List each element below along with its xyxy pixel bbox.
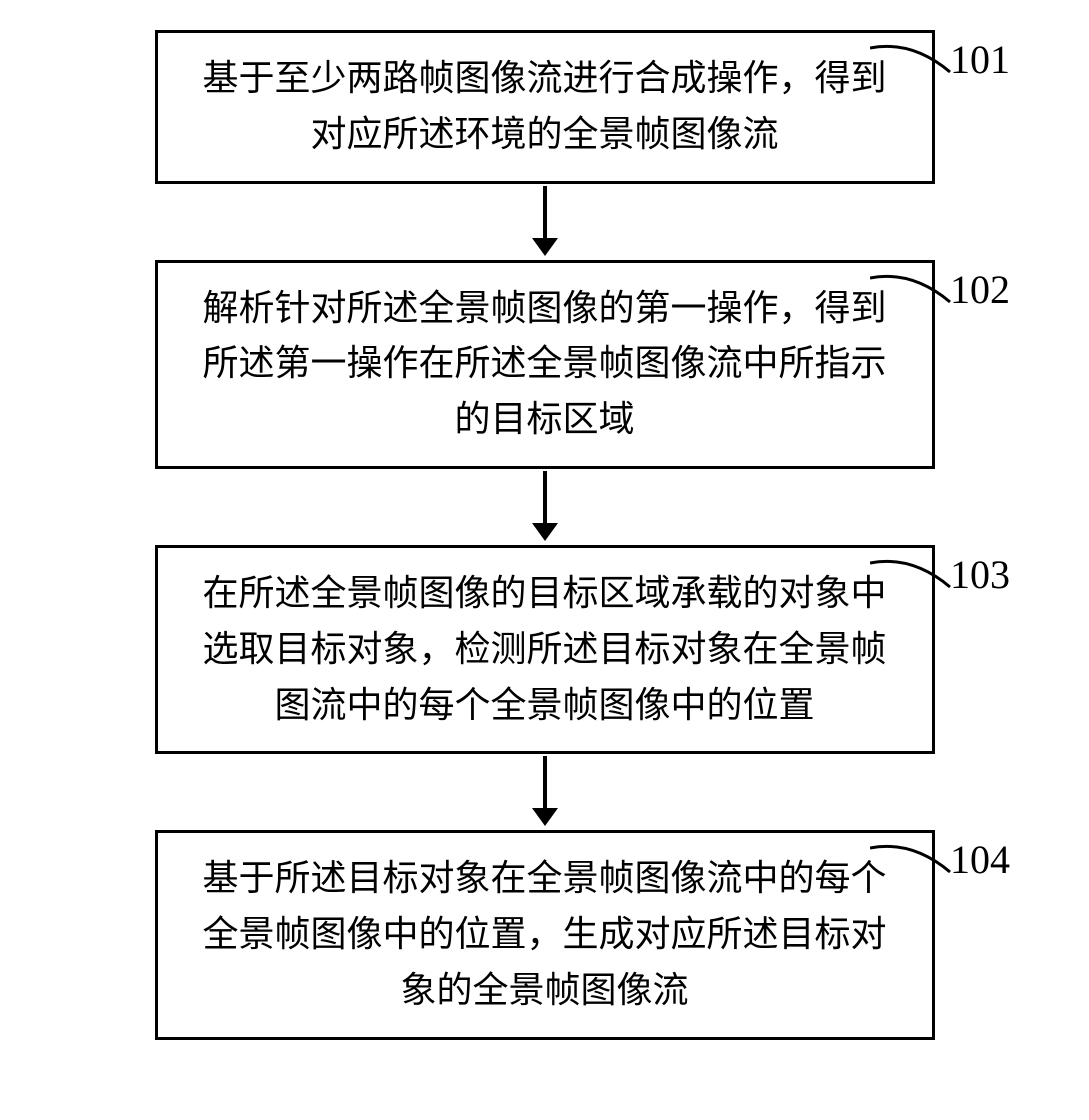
arrow-103-104	[530, 756, 560, 828]
node-text: 基于至少两路帧图像流进行合成操作，得到对应所述环境的全景帧图像流	[188, 51, 902, 163]
node-wrapper-104: 基于所述目标对象在全景帧图像流中的每个全景帧图像中的位置，生成对应所述目标对象的…	[0, 830, 1089, 1039]
node-label-103: 103	[950, 551, 1010, 598]
arrow-102-103	[530, 471, 560, 543]
node-step-104: 基于所述目标对象在全景帧图像流中的每个全景帧图像中的位置，生成对应所述目标对象的…	[155, 830, 935, 1039]
node-wrapper-103: 在所述全景帧图像的目标区域承载的对象中选取目标对象，检测所述目标对象在全景帧图流…	[0, 545, 1089, 754]
node-label-101: 101	[950, 36, 1010, 83]
node-wrapper-101: 基于至少两路帧图像流进行合成操作，得到对应所述环境的全景帧图像流 101	[0, 30, 1089, 184]
flowchart-container: 基于至少两路帧图像流进行合成操作，得到对应所述环境的全景帧图像流 101 解析针…	[0, 0, 1089, 1040]
node-step-102: 解析针对所述全景帧图像的第一操作，得到所述第一操作在所述全景帧图像流中所指示的目…	[155, 260, 935, 469]
node-text: 解析针对所述全景帧图像的第一操作，得到所述第一操作在所述全景帧图像流中所指示的目…	[188, 281, 902, 448]
node-label-102: 102	[950, 266, 1010, 313]
node-step-103: 在所述全景帧图像的目标区域承载的对象中选取目标对象，检测所述目标对象在全景帧图流…	[155, 545, 935, 754]
arrow-101-102	[530, 186, 560, 258]
node-step-101: 基于至少两路帧图像流进行合成操作，得到对应所述环境的全景帧图像流	[155, 30, 935, 184]
node-text: 基于所述目标对象在全景帧图像流中的每个全景帧图像中的位置，生成对应所述目标对象的…	[188, 851, 902, 1018]
node-text: 在所述全景帧图像的目标区域承载的对象中选取目标对象，检测所述目标对象在全景帧图流…	[188, 566, 902, 733]
node-label-104: 104	[950, 836, 1010, 883]
node-wrapper-102: 解析针对所述全景帧图像的第一操作，得到所述第一操作在所述全景帧图像流中所指示的目…	[0, 260, 1089, 469]
